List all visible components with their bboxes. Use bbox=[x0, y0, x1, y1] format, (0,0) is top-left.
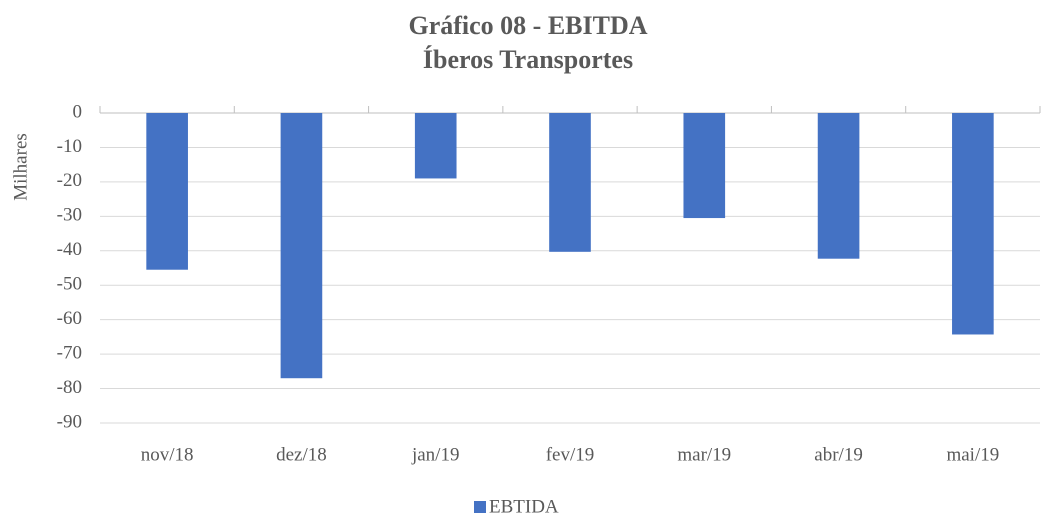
y-tick-label: -80 bbox=[57, 377, 82, 398]
y-tick-label: -60 bbox=[57, 308, 82, 329]
x-tick-label: dez/18 bbox=[276, 444, 327, 465]
x-tick-label: nov/18 bbox=[141, 444, 194, 465]
bar bbox=[683, 113, 726, 219]
y-tick-label: -30 bbox=[57, 205, 82, 226]
chart-subtitle: Íberos Transportes bbox=[423, 45, 633, 74]
y-tick-label: -50 bbox=[57, 274, 82, 295]
y-tick-label: -10 bbox=[57, 136, 82, 157]
bar bbox=[280, 113, 323, 379]
y-axis-label: Milhares bbox=[10, 133, 31, 201]
bar bbox=[952, 113, 994, 335]
bar bbox=[146, 113, 188, 270]
x-tick-label: abr/19 bbox=[814, 444, 863, 465]
y-tick-label: -70 bbox=[57, 342, 82, 363]
bar bbox=[817, 113, 860, 259]
y-tick-label: -40 bbox=[57, 239, 82, 260]
bar bbox=[549, 113, 591, 252]
y-tick-label: -90 bbox=[57, 411, 82, 432]
x-tick-label: jan/19 bbox=[411, 444, 460, 465]
legend-swatch bbox=[474, 501, 486, 513]
x-tick-label: mar/19 bbox=[677, 444, 731, 465]
bar bbox=[414, 113, 457, 179]
y-tick-label: -20 bbox=[57, 170, 82, 191]
legend-label: EBTIDA bbox=[489, 496, 559, 517]
x-tick-label: fev/19 bbox=[546, 444, 595, 465]
x-tick-label: mai/19 bbox=[946, 444, 999, 465]
chart-title: Gráfico 08 - EBITDA bbox=[408, 11, 647, 40]
y-tick-label: 0 bbox=[73, 101, 83, 122]
